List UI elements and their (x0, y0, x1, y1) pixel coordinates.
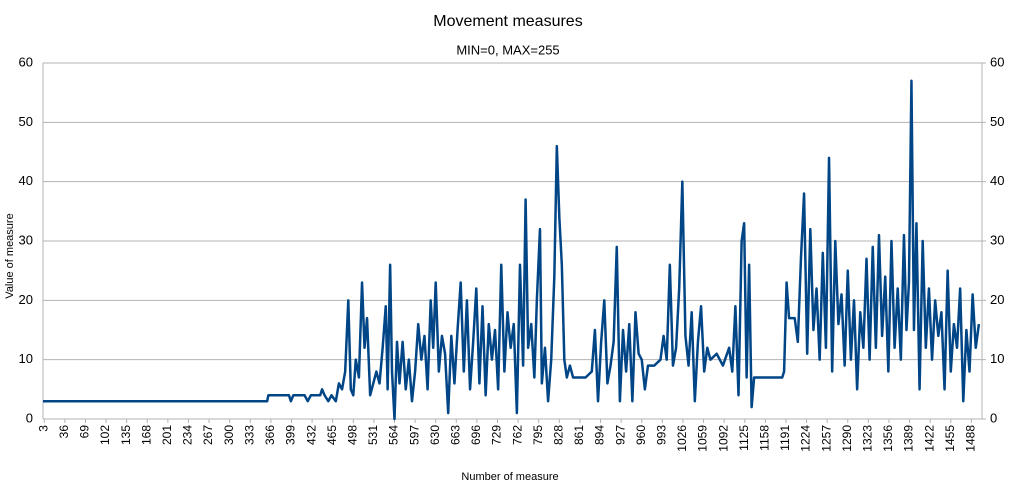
x-tick-label: 234 (181, 425, 195, 445)
x-tick-label: 366 (263, 425, 277, 445)
x-tick-label: 135 (119, 425, 133, 445)
y2-tick-label: 50 (990, 114, 1004, 129)
x-tick-label: 960 (634, 425, 648, 445)
chart-title: Movement measures (433, 13, 582, 30)
x-tick-label: 894 (593, 425, 607, 445)
x-tick-label: 1290 (840, 425, 854, 452)
x-tick-label: 828 (551, 425, 565, 445)
y2-tick-label: 40 (990, 173, 1004, 188)
y-tick-label: 50 (19, 114, 33, 129)
x-tick-label: 696 (469, 425, 483, 445)
x-axis-label: Number of measure (461, 471, 558, 483)
x-tick-label: 36 (57, 425, 71, 439)
chart-subtitle: MIN=0, MAX=255 (456, 42, 559, 57)
data-line (43, 79, 981, 421)
y2-tick-label: 30 (990, 232, 1004, 247)
x-tick-label: 597 (407, 425, 421, 445)
x-tick-label: 564 (387, 425, 401, 445)
x-tick-label: 927 (613, 425, 627, 445)
x-tick-label: 1092 (716, 425, 730, 452)
x-tick-label: 1356 (881, 425, 895, 452)
y-tick-label: 30 (19, 232, 33, 247)
x-tick-label: 1389 (902, 425, 916, 452)
x-tick-label: 1158 (758, 425, 772, 451)
x-tick-label: 1224 (799, 425, 813, 452)
x-tick-label: 1125 (737, 425, 751, 451)
y-tick-label: 60 (19, 54, 33, 69)
x-tick-label: 861 (572, 425, 586, 445)
x-tick-label: 993 (655, 425, 669, 445)
y2-tick-label: 60 (990, 54, 1004, 69)
x-tick-label: 630 (428, 425, 442, 445)
x-tick-label: 69 (78, 425, 92, 439)
x-tick-label: 498 (345, 425, 359, 445)
y-axis-label: Value of measure (4, 213, 16, 298)
x-tick-label: 795 (531, 425, 545, 445)
x-tick-label: 333 (242, 425, 256, 445)
y-tick-label: 0 (26, 410, 33, 425)
x-tick-label: 267 (201, 425, 215, 445)
x-tick-label: 3 (36, 425, 50, 432)
x-tick-label: 1488 (964, 425, 978, 452)
y-tick-label: 40 (19, 173, 33, 188)
x-tick-label: 465 (325, 425, 339, 445)
x-tick-label: 201 (160, 425, 174, 445)
x-tick-label: 399 (284, 425, 298, 445)
x-tick-label: 1323 (861, 425, 875, 452)
x-tick-label: 531 (366, 425, 380, 445)
x-tick-label: 1191 (778, 425, 792, 451)
x-tick-label: 1059 (696, 425, 710, 452)
x-tick-label: 762 (510, 425, 524, 445)
y2-tick-label: 10 (990, 351, 1004, 366)
x-tick-label: 1422 (922, 425, 936, 452)
x-tick-label: 663 (448, 425, 462, 445)
x-tick-label: 1026 (675, 425, 689, 452)
y-tick-label: 10 (19, 351, 33, 366)
x-tick-label: 1257 (819, 425, 833, 452)
x-tick-label: 432 (304, 425, 318, 445)
x-tick-label: 168 (139, 425, 153, 445)
x-tick-label: 102 (98, 425, 112, 445)
x-tick-label: 1455 (943, 425, 957, 452)
y-tick-label: 20 (19, 292, 33, 307)
x-tick-label: 300 (222, 425, 236, 445)
y2-tick-label: 0 (990, 410, 997, 425)
y2-tick-label: 20 (990, 292, 1004, 307)
x-tick-label: 729 (490, 425, 504, 445)
